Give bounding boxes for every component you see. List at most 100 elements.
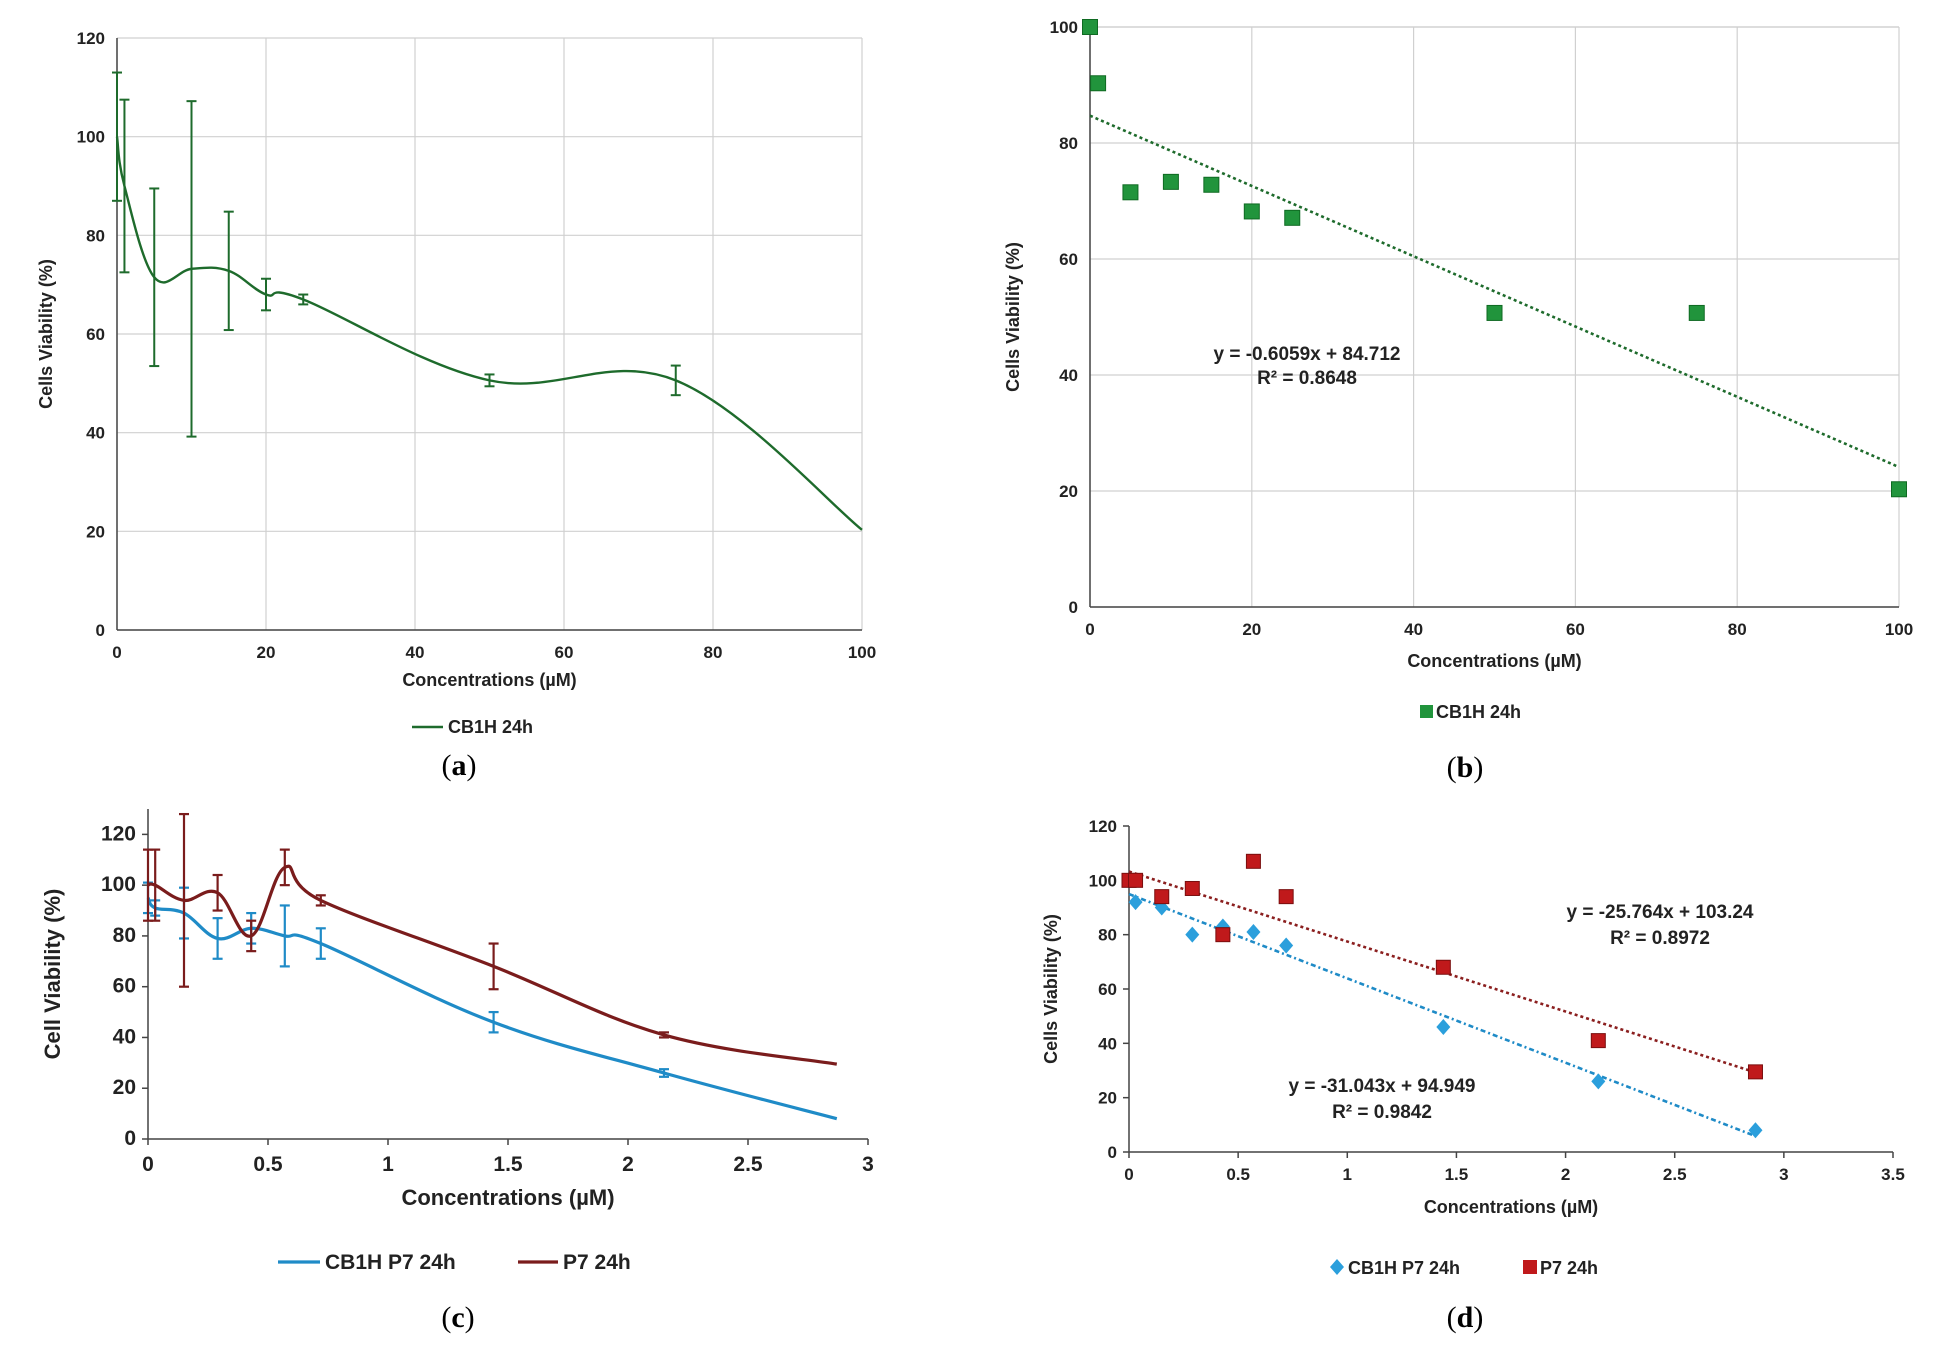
x-tick-label: 1 [382,1153,394,1176]
panel-label: (c) [441,1301,474,1334]
y-tick-label: 40 [86,424,105,443]
trend-equation: y = -0.6059x + 84.712 [1214,344,1401,365]
legend-swatch [1523,1260,1537,1274]
y-tick-label: 100 [1089,871,1117,890]
data-point [1185,926,1200,943]
panel-label-letter: b [1457,751,1474,784]
x-tick-label: 0 [1124,1165,1133,1184]
data-point [1688,304,1705,321]
x-tick-label: 0 [142,1153,154,1176]
y-axis-label: Cells Viability (%) [36,259,56,409]
x-tick-label: 3.5 [1881,1165,1905,1184]
trend-line [1128,892,1756,1138]
x-tick-label: 3 [1779,1165,1788,1184]
trend-equation-p7: y = -25.764x + 103.24 [1567,902,1754,923]
y-tick-label: 20 [1059,482,1078,501]
series-line [147,864,838,1066]
panel-d-chart: 0 0.5 1 1.5 2 2.5 3 3.5 0 20 40 60 80 100 120 Concentra… [1041,817,1905,1334]
panel-label-letter: c [451,1301,464,1334]
y-tick-label: 120 [77,29,105,48]
panel-label: (a) [442,749,477,782]
y-tick-label: 80 [86,226,105,245]
trend-line [1089,114,1900,469]
y-tick-label: 60 [1059,250,1078,269]
series-line [146,896,838,1121]
data-point [1090,75,1107,92]
data-point [1590,1033,1606,1049]
y-tick-label: 40 [1059,366,1078,385]
x-tick-label: 100 [1885,620,1913,639]
legend-label: CB1H P7 24h [325,1251,456,1274]
y-tick-label: 60 [113,975,136,998]
data-point [1748,1122,1763,1139]
panel-label-paren: ) [1473,751,1483,784]
panel-label-paren: ) [465,1301,475,1334]
data-point [1279,937,1294,954]
data-point [1284,209,1301,226]
panel-label-paren: ( [441,1301,451,1334]
x-tick-label: 0.5 [1226,1165,1250,1184]
x-axis-label: Concentrations (µM) [1407,651,1581,671]
x-tick-label: 0 [112,643,121,662]
legend-swatch [1330,1259,1344,1275]
x-tick-label: 2 [622,1153,634,1176]
data-point [1243,203,1260,220]
panel-label-paren: ( [442,749,452,782]
y-tick-label: 40 [113,1025,136,1048]
data-point [1591,1073,1606,1090]
x-axis-label: Concentrations (µM) [1424,1197,1598,1217]
x-tick-label: 2 [1561,1165,1570,1184]
y-tick-label: 60 [86,325,105,344]
y-tick-label: 0 [124,1127,136,1150]
panel-c-chart: 0 0.5 1 1.5 2 2.5 3 0 20 40 60 80 100 120 Concentratio… [40,809,874,1334]
data-point [1246,923,1261,940]
data-point [1436,1019,1451,1036]
y-tick-label: 100 [1050,18,1078,37]
y-tick-label: 100 [101,873,136,896]
panel-label-paren: ( [1447,1301,1457,1334]
data-point [1122,184,1139,201]
y-axis-label: Cells Viability (%) [1041,914,1061,1064]
y-tick-label: 20 [86,522,105,541]
x-tick-label: 2.5 [733,1153,763,1176]
x-tick-label: 40 [1404,620,1423,639]
x-tick-label: 20 [1242,620,1261,639]
y-tick-label: 80 [1098,926,1117,945]
y-tick-label: 20 [113,1076,136,1099]
data-point [1203,176,1220,193]
x-tick-label: 1.5 [493,1153,523,1176]
data-point [1082,19,1098,35]
data-point [1184,880,1200,896]
x-tick-label: 60 [555,643,574,662]
series-line [115,136,863,531]
y-tick-label: 120 [101,822,136,845]
trend-line [1128,870,1756,1074]
data-point [1128,894,1143,911]
panel-a-chart: 0 20 40 60 80 100 0 20 40 60 80 100 120 Concentration… [36,29,876,782]
x-tick-label: 60 [1566,620,1585,639]
panel-label-paren: ) [1473,1301,1483,1334]
data-point [1215,927,1231,943]
panel-label-letter: d [1457,1301,1474,1334]
data-point [1747,1064,1763,1080]
panel-label-paren: ) [467,749,477,782]
y-axis-label: Cell Viability (%) [40,889,65,1060]
x-tick-label: 20 [257,643,276,662]
data-point [1435,959,1451,975]
x-tick-label: 100 [848,643,876,662]
trend-equation-cb1h: y = -31.043x + 94.949 [1289,1076,1476,1097]
x-tick-label: 0 [1085,620,1094,639]
panel-label: (d) [1447,1301,1484,1334]
legend-swatch [1420,705,1433,718]
data-point [1278,889,1294,905]
data-point [1154,889,1170,905]
trend-r-squared-p7: R² = 0.8972 [1610,928,1710,949]
legend-label: CB1H 24h [1436,702,1521,722]
y-tick-label: 20 [1098,1089,1117,1108]
y-tick-label: 80 [113,924,136,947]
x-tick-label: 40 [406,643,425,662]
data-point [1162,173,1179,190]
data-point [1486,304,1503,321]
legend-label: P7 24h [563,1251,631,1274]
